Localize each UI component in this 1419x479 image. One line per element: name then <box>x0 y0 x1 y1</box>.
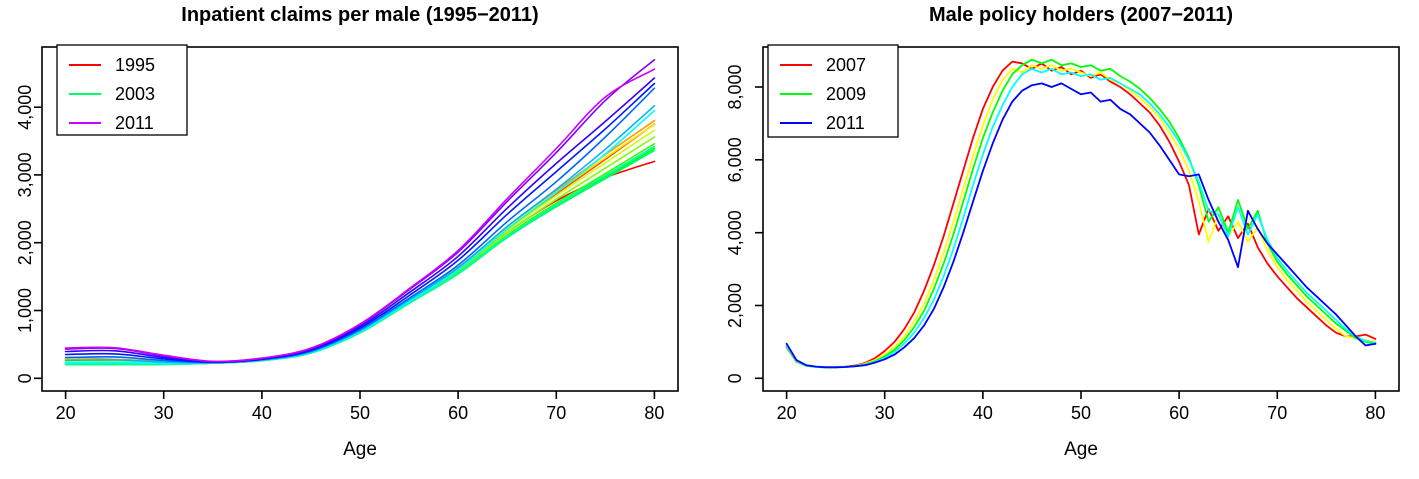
y-tick-label: 4,000 <box>15 85 35 130</box>
series-line-2009 <box>64 77 656 363</box>
x-tick-label: 50 <box>350 403 370 423</box>
x-axis-label-left: Age <box>343 439 377 460</box>
x-tick-label: 60 <box>448 403 468 423</box>
x-tick-label: 30 <box>154 403 174 423</box>
y-tick-label: 2,000 <box>725 283 745 328</box>
y-tick-label: 4,000 <box>725 210 745 255</box>
y-tick-label: 8,000 <box>725 64 745 109</box>
series-line-2011 <box>785 82 1377 369</box>
legend-label: 2009 <box>826 84 866 104</box>
x-tick-label: 80 <box>1365 403 1385 423</box>
series-line-2011 <box>64 68 656 363</box>
x-tick-label: 40 <box>973 403 993 423</box>
legend-label: 1995 <box>115 55 155 75</box>
series-line-2008 <box>785 64 1377 369</box>
series-line-2007 <box>64 87 656 364</box>
series-line-2010 <box>785 67 1377 369</box>
y-tick-label: 3,000 <box>15 152 35 197</box>
legend-label: 2007 <box>826 55 866 75</box>
y-tick-label: 1,000 <box>15 288 35 333</box>
legend-label: 2011 <box>826 113 865 133</box>
legend-label: 2011 <box>115 113 154 133</box>
plot-area-left: 20 30 40 50 60 70 80 0 1,000 2,000 3,000 4,000 1995 2… <box>15 44 679 423</box>
x-tick-label: 40 <box>252 403 272 423</box>
x-tick-label: 50 <box>1071 403 1091 423</box>
x-tick-label: 60 <box>1169 403 1189 423</box>
series-line-2006 <box>64 105 656 364</box>
legend-box <box>767 44 899 138</box>
y-tick-label: 2,000 <box>15 220 35 265</box>
series-line-2007 <box>785 60 1377 369</box>
legend-label: 2003 <box>115 84 155 104</box>
chart-title-left: Inpatient claims per male (1995−2011) <box>181 4 539 26</box>
legend-box <box>56 44 188 136</box>
legend: 1995 2003 2011 <box>56 44 188 136</box>
x-tick-label: 30 <box>875 403 895 423</box>
series-line-2009 <box>785 58 1377 369</box>
x-tick-label: 70 <box>546 403 566 423</box>
y-tick-label: 0 <box>15 373 35 383</box>
legend: 2007 2009 2011 <box>767 44 899 138</box>
x-tick-label: 20 <box>777 403 797 423</box>
chart-title-right: Male policy holders (2007−2011) <box>928 4 1234 26</box>
y-tick-label: 0 <box>725 373 745 383</box>
x-tick-label: 70 <box>1267 403 1287 423</box>
x-tick-label: 80 <box>644 403 664 423</box>
series-line-2008 <box>64 82 656 364</box>
x-axis-label-right: Age <box>1064 439 1098 460</box>
x-tick-label: 20 <box>56 403 76 423</box>
y-tick-label: 6,000 <box>725 137 745 182</box>
